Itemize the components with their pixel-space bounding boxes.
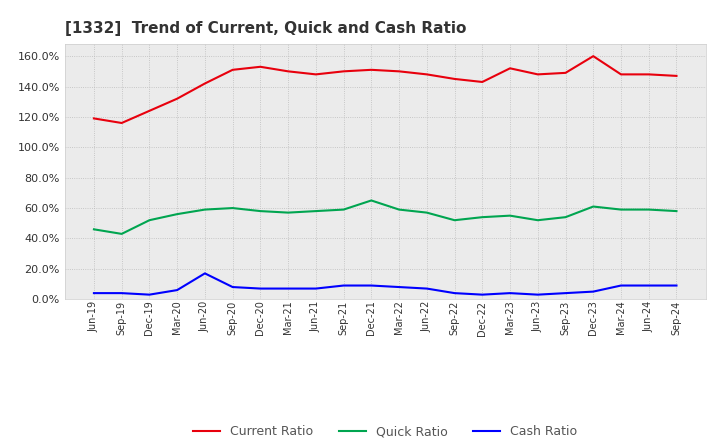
Cash Ratio bbox=[423, 286, 431, 291]
Cash Ratio bbox=[117, 290, 126, 296]
Current Ratio bbox=[423, 72, 431, 77]
Cash Ratio bbox=[616, 283, 625, 288]
Cash Ratio bbox=[312, 286, 320, 291]
Current Ratio bbox=[450, 76, 459, 81]
Cash Ratio bbox=[450, 290, 459, 296]
Cash Ratio bbox=[173, 287, 181, 293]
Quick Ratio bbox=[339, 207, 348, 212]
Current Ratio bbox=[616, 72, 625, 77]
Quick Ratio bbox=[367, 198, 376, 203]
Quick Ratio bbox=[616, 207, 625, 212]
Current Ratio bbox=[367, 67, 376, 73]
Current Ratio bbox=[145, 108, 154, 114]
Quick Ratio bbox=[89, 227, 98, 232]
Current Ratio bbox=[644, 72, 653, 77]
Current Ratio bbox=[339, 69, 348, 74]
Current Ratio bbox=[284, 69, 292, 74]
Current Ratio bbox=[173, 96, 181, 101]
Quick Ratio bbox=[117, 231, 126, 237]
Cash Ratio bbox=[228, 284, 237, 290]
Cash Ratio bbox=[339, 283, 348, 288]
Current Ratio bbox=[505, 66, 514, 71]
Current Ratio bbox=[589, 54, 598, 59]
Cash Ratio bbox=[367, 283, 376, 288]
Quick Ratio bbox=[423, 210, 431, 215]
Current Ratio bbox=[478, 79, 487, 84]
Line: Quick Ratio: Quick Ratio bbox=[94, 201, 677, 234]
Quick Ratio bbox=[228, 205, 237, 211]
Cash Ratio bbox=[534, 292, 542, 297]
Current Ratio bbox=[117, 121, 126, 126]
Quick Ratio bbox=[145, 217, 154, 223]
Current Ratio bbox=[228, 67, 237, 73]
Current Ratio bbox=[201, 81, 210, 86]
Cash Ratio bbox=[395, 284, 403, 290]
Quick Ratio bbox=[672, 209, 681, 214]
Current Ratio bbox=[672, 73, 681, 78]
Cash Ratio bbox=[505, 290, 514, 296]
Quick Ratio bbox=[505, 213, 514, 218]
Current Ratio bbox=[312, 72, 320, 77]
Quick Ratio bbox=[395, 207, 403, 212]
Line: Current Ratio: Current Ratio bbox=[94, 56, 677, 123]
Cash Ratio bbox=[478, 292, 487, 297]
Cash Ratio bbox=[256, 286, 265, 291]
Quick Ratio bbox=[256, 209, 265, 214]
Current Ratio bbox=[395, 69, 403, 74]
Quick Ratio bbox=[312, 209, 320, 214]
Quick Ratio bbox=[450, 217, 459, 223]
Quick Ratio bbox=[534, 217, 542, 223]
Quick Ratio bbox=[644, 207, 653, 212]
Quick Ratio bbox=[284, 210, 292, 215]
Cash Ratio bbox=[145, 292, 154, 297]
Current Ratio bbox=[89, 116, 98, 121]
Line: Cash Ratio: Cash Ratio bbox=[94, 273, 677, 295]
Cash Ratio bbox=[201, 271, 210, 276]
Quick Ratio bbox=[173, 212, 181, 217]
Cash Ratio bbox=[672, 283, 681, 288]
Quick Ratio bbox=[478, 215, 487, 220]
Text: [1332]  Trend of Current, Quick and Cash Ratio: [1332] Trend of Current, Quick and Cash … bbox=[65, 21, 466, 36]
Cash Ratio bbox=[561, 290, 570, 296]
Cash Ratio bbox=[89, 290, 98, 296]
Quick Ratio bbox=[201, 207, 210, 212]
Quick Ratio bbox=[561, 215, 570, 220]
Current Ratio bbox=[534, 72, 542, 77]
Legend: Current Ratio, Quick Ratio, Cash Ratio: Current Ratio, Quick Ratio, Cash Ratio bbox=[188, 420, 582, 440]
Quick Ratio bbox=[589, 204, 598, 209]
Current Ratio bbox=[561, 70, 570, 76]
Current Ratio bbox=[256, 64, 265, 70]
Cash Ratio bbox=[644, 283, 653, 288]
Cash Ratio bbox=[284, 286, 292, 291]
Cash Ratio bbox=[589, 289, 598, 294]
